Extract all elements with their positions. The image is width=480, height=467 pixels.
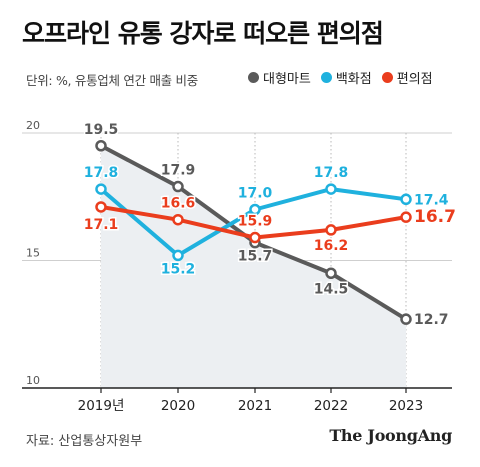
legend-item-mart: 대형마트	[248, 68, 311, 87]
data-point-department	[325, 183, 337, 195]
data-label-convenience: 15.9	[238, 214, 273, 230]
data-label-department: 17.0	[238, 186, 273, 202]
legend-label-convenience: 편의점	[396, 72, 433, 87]
data-label-convenience: 17.1	[84, 217, 119, 233]
data-label-department: 17.4	[414, 192, 449, 208]
source-note: 자료: 산업통상자원부	[26, 434, 143, 449]
legend-item-department: 백화점	[320, 68, 372, 87]
data-point-convenience	[249, 231, 261, 244]
x-tick-label: 2021	[238, 398, 272, 414]
y-tick-label: 10	[26, 374, 40, 387]
data-point-mart	[95, 140, 107, 152]
data-point-department	[400, 193, 412, 206]
data-label-mart: 12.7	[414, 312, 449, 328]
x-tick-label: 2023	[389, 398, 423, 414]
legend-item-convenience: 편의점	[381, 68, 433, 87]
data-label-mart: 15.7	[238, 249, 273, 265]
area-layer	[101, 145, 406, 388]
data-point-mart	[400, 313, 412, 325]
data-point-convenience	[325, 224, 337, 236]
chart-subtitle: 단위: %, 유통업체 연간 매출 비중	[26, 73, 198, 88]
data-point-department	[172, 249, 184, 262]
x-tick-label: 2022	[314, 398, 348, 414]
data-point-convenience	[95, 201, 107, 213]
legend-label-mart: 대형마트	[263, 72, 311, 87]
data-label-department: 15.2	[161, 261, 196, 277]
data-label-department: 17.8	[84, 165, 119, 181]
data-point-convenience	[400, 211, 412, 223]
data-point-mart	[172, 180, 184, 193]
data-label-mart: 19.5	[84, 122, 119, 138]
legend-marker-department	[320, 72, 332, 83]
y-tick-label: 15	[26, 247, 40, 260]
label-layer: 19.5 17.9 15.7 14.5 12.7 17.8 15.2 17.0 17.8 17.4…	[82, 120, 457, 329]
data-label-department: 17.8	[314, 165, 349, 181]
area-fill	[101, 145, 406, 388]
legend: 대형마트 백화점 편의점	[248, 68, 433, 87]
chart-title: 오프라인 유통 강자로 떠오른 편의점	[22, 19, 384, 48]
data-point-department	[249, 203, 261, 216]
data-point-department	[95, 183, 107, 195]
legend-marker-convenience	[381, 72, 393, 83]
x-tick-label: 2019년	[78, 398, 125, 414]
data-label-convenience: 16.6	[161, 196, 196, 212]
data-label-mart: 14.5	[314, 281, 349, 297]
x-tick-label: 2020	[161, 398, 195, 414]
data-label-convenience: 16.2	[314, 238, 349, 254]
y-tick-label: 20	[26, 119, 40, 132]
legend-marker-mart	[248, 72, 259, 83]
axis-layer: 2019년 2020 2021 2022 2023	[22, 387, 452, 414]
brand-logo: The JoongAng	[329, 426, 452, 445]
data-label-convenience: 16.7	[414, 207, 456, 227]
data-point-mart	[325, 267, 337, 279]
data-label-mart: 17.9	[161, 163, 196, 179]
data-point-convenience	[172, 213, 184, 226]
legend-label-department: 백화점	[335, 72, 372, 87]
point-layer	[95, 140, 412, 325]
